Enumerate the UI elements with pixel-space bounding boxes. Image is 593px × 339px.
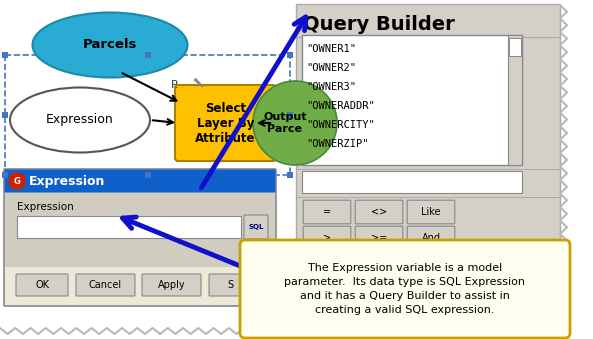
Text: "OWNER3": "OWNER3" bbox=[306, 82, 356, 92]
FancyBboxPatch shape bbox=[407, 278, 455, 302]
Bar bbox=[287, 172, 293, 178]
FancyBboxPatch shape bbox=[365, 304, 472, 328]
FancyBboxPatch shape bbox=[5, 170, 276, 193]
Text: _%: _% bbox=[320, 284, 334, 296]
Bar bbox=[287, 52, 293, 58]
FancyBboxPatch shape bbox=[244, 215, 268, 239]
Text: Get Unique Values: Get Unique Values bbox=[377, 312, 460, 320]
Text: OK: OK bbox=[35, 280, 49, 290]
FancyBboxPatch shape bbox=[303, 252, 351, 276]
Text: (): () bbox=[375, 285, 383, 295]
FancyBboxPatch shape bbox=[16, 274, 68, 296]
Text: The Expression variable is a model
parameter.  Its data type is SQL Expression
a: The Expression variable is a model param… bbox=[285, 263, 525, 315]
Text: Expression: Expression bbox=[46, 114, 114, 126]
FancyBboxPatch shape bbox=[303, 200, 351, 224]
Bar bbox=[2, 172, 8, 178]
FancyBboxPatch shape bbox=[209, 274, 251, 296]
FancyBboxPatch shape bbox=[355, 252, 403, 276]
FancyBboxPatch shape bbox=[355, 278, 403, 302]
Circle shape bbox=[253, 81, 337, 165]
FancyBboxPatch shape bbox=[4, 169, 276, 306]
FancyBboxPatch shape bbox=[474, 304, 524, 328]
Circle shape bbox=[9, 173, 25, 189]
Text: Select
Layer By
Attribute: Select Layer By Attribute bbox=[195, 101, 256, 144]
Bar bbox=[287, 112, 293, 118]
Bar bbox=[145, 52, 151, 58]
FancyBboxPatch shape bbox=[303, 304, 351, 328]
Text: G: G bbox=[14, 177, 20, 185]
Bar bbox=[2, 112, 8, 118]
Text: "OWNERCITY": "OWNERCITY" bbox=[306, 120, 375, 130]
Text: Or: Or bbox=[425, 259, 437, 269]
Text: Is: Is bbox=[323, 311, 331, 321]
Text: Cancel: Cancel bbox=[89, 280, 122, 290]
Text: Query Builder: Query Builder bbox=[303, 16, 455, 35]
FancyBboxPatch shape bbox=[303, 226, 351, 250]
FancyBboxPatch shape bbox=[509, 38, 521, 56]
FancyBboxPatch shape bbox=[508, 35, 522, 165]
Ellipse shape bbox=[33, 13, 187, 78]
FancyBboxPatch shape bbox=[76, 274, 135, 296]
FancyBboxPatch shape bbox=[175, 85, 276, 161]
Text: P.: P. bbox=[171, 80, 179, 90]
FancyBboxPatch shape bbox=[355, 226, 403, 250]
Text: S: S bbox=[227, 280, 233, 290]
Text: Parcels: Parcels bbox=[83, 39, 137, 52]
FancyBboxPatch shape bbox=[407, 200, 455, 224]
FancyBboxPatch shape bbox=[355, 200, 403, 224]
Text: Apply: Apply bbox=[158, 280, 185, 290]
FancyBboxPatch shape bbox=[5, 192, 275, 267]
Text: Output
Parce: Output Parce bbox=[263, 112, 307, 134]
FancyBboxPatch shape bbox=[302, 35, 522, 165]
FancyBboxPatch shape bbox=[407, 226, 455, 250]
Bar bbox=[145, 172, 151, 178]
Text: Like: Like bbox=[421, 207, 441, 217]
Text: Expression: Expression bbox=[29, 175, 106, 187]
Text: "OWNER2": "OWNER2" bbox=[306, 63, 356, 73]
Text: =: = bbox=[323, 207, 331, 217]
Text: >: > bbox=[323, 233, 331, 243]
FancyBboxPatch shape bbox=[303, 278, 351, 302]
Text: Not: Not bbox=[422, 285, 439, 295]
FancyBboxPatch shape bbox=[17, 216, 241, 238]
Text: <=: <= bbox=[371, 259, 387, 269]
Text: <>: <> bbox=[371, 207, 387, 217]
Text: Go To:: Go To: bbox=[484, 311, 514, 321]
Text: "OWNERADDR": "OWNERADDR" bbox=[306, 101, 375, 111]
FancyBboxPatch shape bbox=[296, 4, 560, 305]
FancyBboxPatch shape bbox=[240, 240, 570, 338]
FancyBboxPatch shape bbox=[407, 252, 455, 276]
Text: "OWNERZIP": "OWNERZIP" bbox=[306, 139, 368, 149]
FancyBboxPatch shape bbox=[302, 171, 522, 193]
FancyBboxPatch shape bbox=[142, 274, 201, 296]
Text: >=: >= bbox=[371, 233, 387, 243]
Text: SQL: SQL bbox=[248, 224, 264, 230]
Bar bbox=[2, 52, 8, 58]
Ellipse shape bbox=[10, 87, 150, 153]
Text: "OWNER1": "OWNER1" bbox=[306, 44, 356, 54]
Text: And: And bbox=[422, 233, 441, 243]
Text: <: < bbox=[323, 259, 331, 269]
Text: Expression: Expression bbox=[17, 202, 74, 212]
